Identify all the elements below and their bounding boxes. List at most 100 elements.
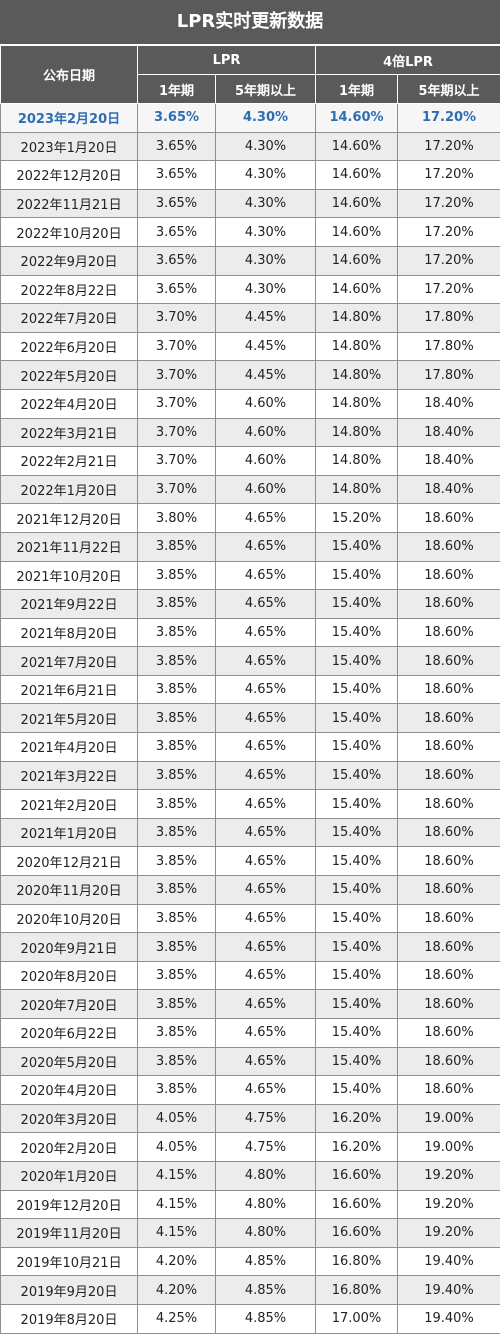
cell-lpr-5y: 4.65%: [216, 532, 316, 561]
cell-lpr-5y: 4.65%: [216, 933, 316, 962]
cell-lpr-1y: 4.05%: [138, 1133, 216, 1162]
cell-4x-lpr-5y: 18.60%: [398, 532, 500, 561]
cell-lpr-5y: 4.30%: [216, 246, 316, 275]
cell-lpr-1y: 3.70%: [138, 332, 216, 361]
cell-4x-lpr-1y: 16.60%: [316, 1219, 398, 1248]
cell-4x-lpr-1y: 15.40%: [316, 933, 398, 962]
cell-4x-lpr-5y: 17.80%: [398, 361, 500, 390]
column-header-lpr-1y: 1年期: [138, 75, 216, 104]
cell-4x-lpr-1y: 15.40%: [316, 590, 398, 619]
cell-lpr-5y: 4.30%: [216, 161, 316, 190]
cell-lpr-5y: 4.85%: [216, 1276, 316, 1305]
cell-4x-lpr-5y: 18.60%: [398, 990, 500, 1019]
cell-4x-lpr-5y: 17.20%: [398, 218, 500, 247]
cell-lpr-5y: 4.85%: [216, 1304, 316, 1333]
table-title: LPR实时更新数据: [0, 0, 500, 45]
cell-4x-lpr-5y: 17.20%: [398, 132, 500, 161]
cell-lpr-1y: 3.85%: [138, 618, 216, 647]
cell-lpr-5y: 4.65%: [216, 733, 316, 762]
cell-date: 2020年9月21日: [1, 933, 138, 962]
cell-lpr-1y: 4.15%: [138, 1190, 216, 1219]
cell-4x-lpr-1y: 15.40%: [316, 675, 398, 704]
cell-4x-lpr-5y: 18.60%: [398, 961, 500, 990]
cell-4x-lpr-5y: 18.40%: [398, 447, 500, 476]
cell-lpr-1y: 3.85%: [138, 790, 216, 819]
cell-lpr-1y: 3.85%: [138, 961, 216, 990]
cell-lpr-1y: 3.85%: [138, 990, 216, 1019]
cell-4x-lpr-1y: 14.60%: [316, 161, 398, 190]
cell-4x-lpr-1y: 14.80%: [316, 389, 398, 418]
cell-date: 2020年5月20日: [1, 1047, 138, 1076]
cell-lpr-5y: 4.45%: [216, 332, 316, 361]
cell-4x-lpr-5y: 18.60%: [398, 675, 500, 704]
cell-lpr-1y: 3.85%: [138, 704, 216, 733]
cell-lpr-5y: 4.30%: [216, 218, 316, 247]
cell-date: 2020年7月20日: [1, 990, 138, 1019]
cell-lpr-5y: 4.30%: [216, 132, 316, 161]
column-group-lpr: LPR: [138, 46, 316, 75]
cell-lpr-1y: 3.70%: [138, 475, 216, 504]
cell-4x-lpr-1y: 14.60%: [316, 189, 398, 218]
cell-date: 2022年3月21日: [1, 418, 138, 447]
cell-lpr-5y: 4.65%: [216, 1076, 316, 1105]
cell-4x-lpr-1y: 14.80%: [316, 475, 398, 504]
cell-4x-lpr-5y: 18.60%: [398, 847, 500, 876]
cell-4x-lpr-5y: 18.60%: [398, 1019, 500, 1048]
cell-lpr-1y: 3.70%: [138, 304, 216, 333]
cell-lpr-5y: 4.65%: [216, 647, 316, 676]
cell-4x-lpr-1y: 17.00%: [316, 1304, 398, 1333]
cell-lpr-5y: 4.65%: [216, 876, 316, 905]
cell-4x-lpr-5y: 17.20%: [398, 104, 500, 133]
cell-lpr-1y: 4.15%: [138, 1219, 216, 1248]
cell-4x-lpr-1y: 15.40%: [316, 761, 398, 790]
cell-date: 2019年11月20日: [1, 1219, 138, 1248]
cell-4x-lpr-1y: 14.60%: [316, 218, 398, 247]
cell-lpr-1y: 3.85%: [138, 1076, 216, 1105]
cell-lpr-1y: 3.65%: [138, 246, 216, 275]
cell-4x-lpr-5y: 17.80%: [398, 332, 500, 361]
cell-lpr-1y: 3.65%: [138, 104, 216, 133]
cell-4x-lpr-5y: 18.60%: [398, 1047, 500, 1076]
cell-4x-lpr-5y: 18.60%: [398, 561, 500, 590]
cell-4x-lpr-1y: 14.80%: [316, 304, 398, 333]
cell-lpr-5y: 4.65%: [216, 904, 316, 933]
cell-lpr-5y: 4.65%: [216, 1019, 316, 1048]
cell-date: 2021年9月22日: [1, 590, 138, 619]
cell-lpr-5y: 4.30%: [216, 104, 316, 133]
cell-lpr-5y: 4.75%: [216, 1133, 316, 1162]
cell-lpr-5y: 4.65%: [216, 1047, 316, 1076]
cell-4x-lpr-1y: 15.40%: [316, 1076, 398, 1105]
cell-date: 2021年4月20日: [1, 733, 138, 762]
cell-lpr-5y: 4.65%: [216, 704, 316, 733]
cell-lpr-1y: 3.65%: [138, 132, 216, 161]
cell-lpr-5y: 4.65%: [216, 618, 316, 647]
cell-lpr-5y: 4.45%: [216, 304, 316, 333]
cell-4x-lpr-5y: 19.00%: [398, 1133, 500, 1162]
cell-4x-lpr-1y: 15.40%: [316, 647, 398, 676]
cell-4x-lpr-5y: 19.40%: [398, 1276, 500, 1305]
cell-4x-lpr-5y: 19.20%: [398, 1219, 500, 1248]
cell-4x-lpr-1y: 15.40%: [316, 561, 398, 590]
cell-date: 2020年11月20日: [1, 876, 138, 905]
cell-lpr-1y: 3.85%: [138, 876, 216, 905]
column-group-4x-lpr: 4倍LPR: [316, 46, 500, 75]
